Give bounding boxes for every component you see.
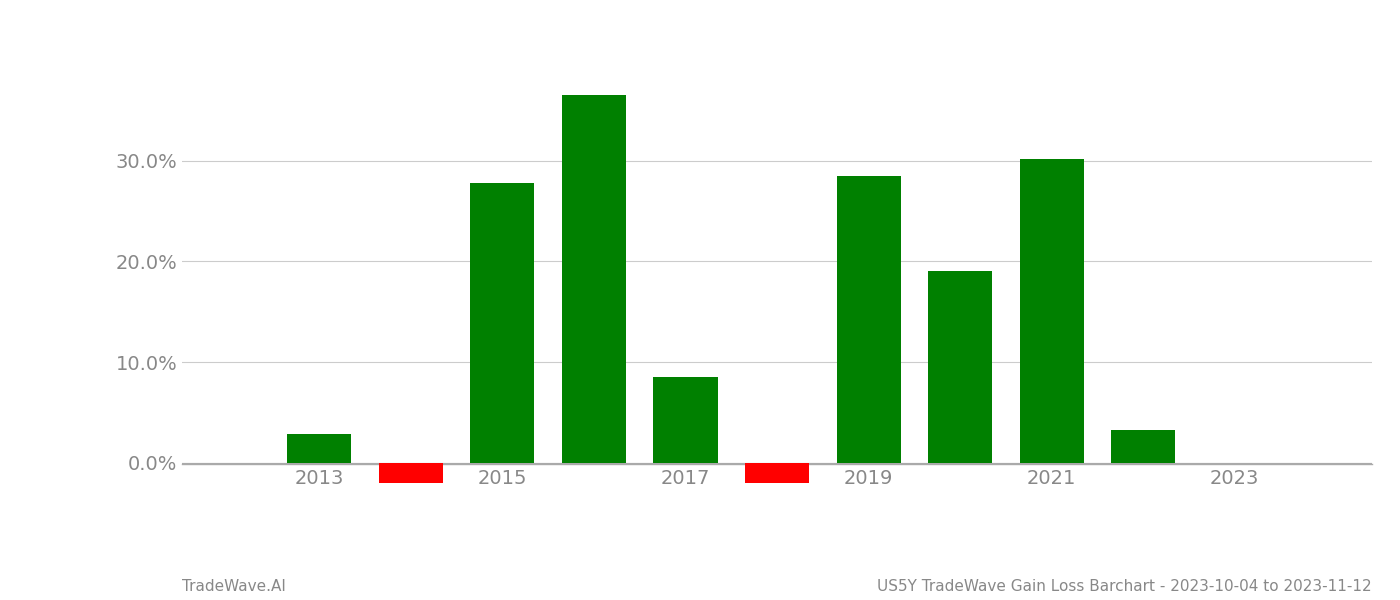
Bar [1019, 159, 1084, 463]
Text: US5Y TradeWave Gain Loss Barchart - 2023-10-04 to 2023-11-12: US5Y TradeWave Gain Loss Barchart - 2023… [878, 579, 1372, 594]
Bar [928, 271, 993, 463]
Bar [654, 377, 718, 463]
Text: TradeWave.AI: TradeWave.AI [182, 579, 286, 594]
Bar [470, 183, 535, 463]
Bar [1112, 430, 1175, 463]
Bar [287, 434, 351, 463]
Bar [561, 95, 626, 463]
Bar [745, 463, 809, 483]
Bar [379, 463, 442, 483]
Bar [837, 176, 900, 463]
